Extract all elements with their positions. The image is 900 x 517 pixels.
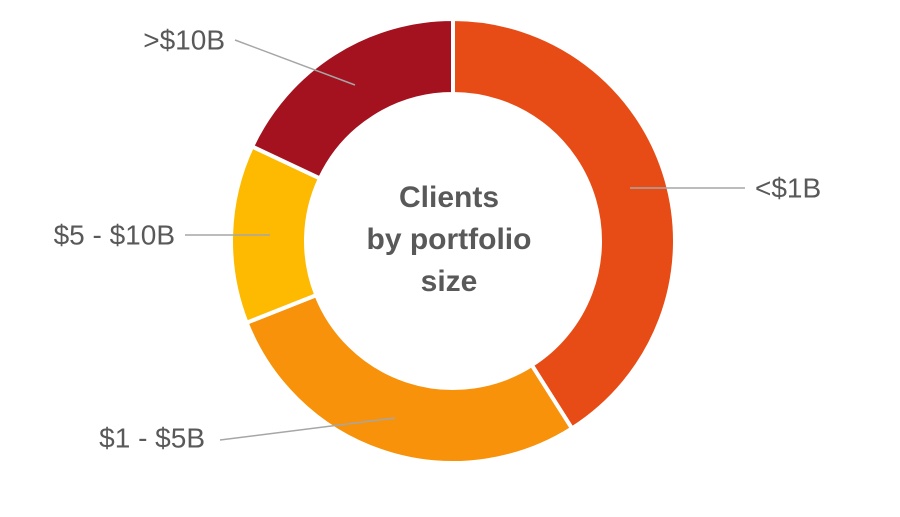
- donut-slice: [243, 292, 575, 465]
- center-label: size: [421, 265, 478, 298]
- slice-label: <$1B: [755, 172, 821, 203]
- donut-slice: [451, 16, 677, 432]
- leader-line: [234, 39, 356, 86]
- center-label: Clients: [399, 181, 499, 214]
- leader-line: [219, 417, 396, 441]
- center-label: by portfolio: [367, 223, 532, 256]
- slice-label: $1 - $5B: [99, 422, 205, 453]
- donut-slice: [249, 16, 455, 182]
- slice-label: >$10B: [143, 24, 225, 55]
- slice-label: $5 - $10B: [54, 219, 175, 250]
